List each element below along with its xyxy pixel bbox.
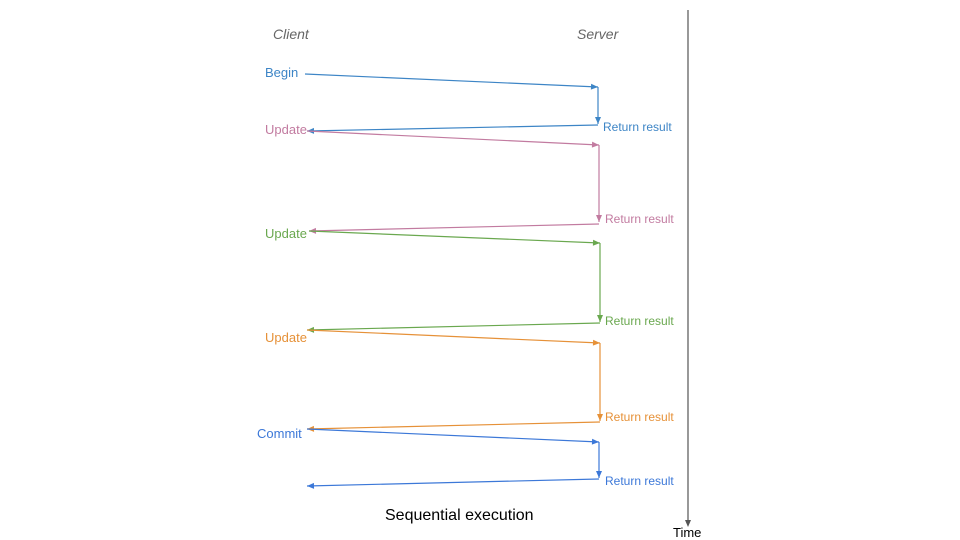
processing-arrowhead [595,117,601,124]
response-arrow [306,124,599,132]
processing-arrowhead [597,414,603,421]
request-label-update-2: Update [265,226,307,241]
request-label-commit: Commit [257,426,302,441]
processing-arrowhead [596,471,602,478]
diagram-caption: Sequential execution [385,507,534,524]
request-label-update-3: Update [265,330,307,345]
processing-arrowhead [596,215,602,222]
request-arrowhead [591,141,599,148]
request-arrow [306,130,600,146]
response-label-3: Return result [605,314,674,328]
request-arrowhead [591,438,599,445]
processing-arrowhead [597,315,603,322]
server-header: Server [577,26,619,42]
response-label-5: Return result [605,474,674,488]
request-label-update-1: Update [265,122,307,137]
time-axis-arrowhead [685,520,691,527]
response-arrow [306,478,600,487]
response-label-2: Return result [605,212,674,226]
request-arrowhead [592,239,600,246]
response-arrow [306,322,601,331]
response-arrow [306,421,601,430]
response-arrowhead [307,482,315,489]
request-arrow [306,329,601,344]
client-header: Client [273,26,309,42]
request-arrowhead [590,83,598,90]
request-label-begin: Begin [265,65,299,80]
response-label-1: Return result [603,120,672,134]
request-arrowhead [592,339,600,346]
response-arrow [308,223,600,232]
response-label-4: Return result [605,410,674,424]
request-arrow [304,73,599,88]
time-axis-label: Time [673,525,702,540]
request-arrow [306,428,600,443]
request-arrow [308,230,601,244]
